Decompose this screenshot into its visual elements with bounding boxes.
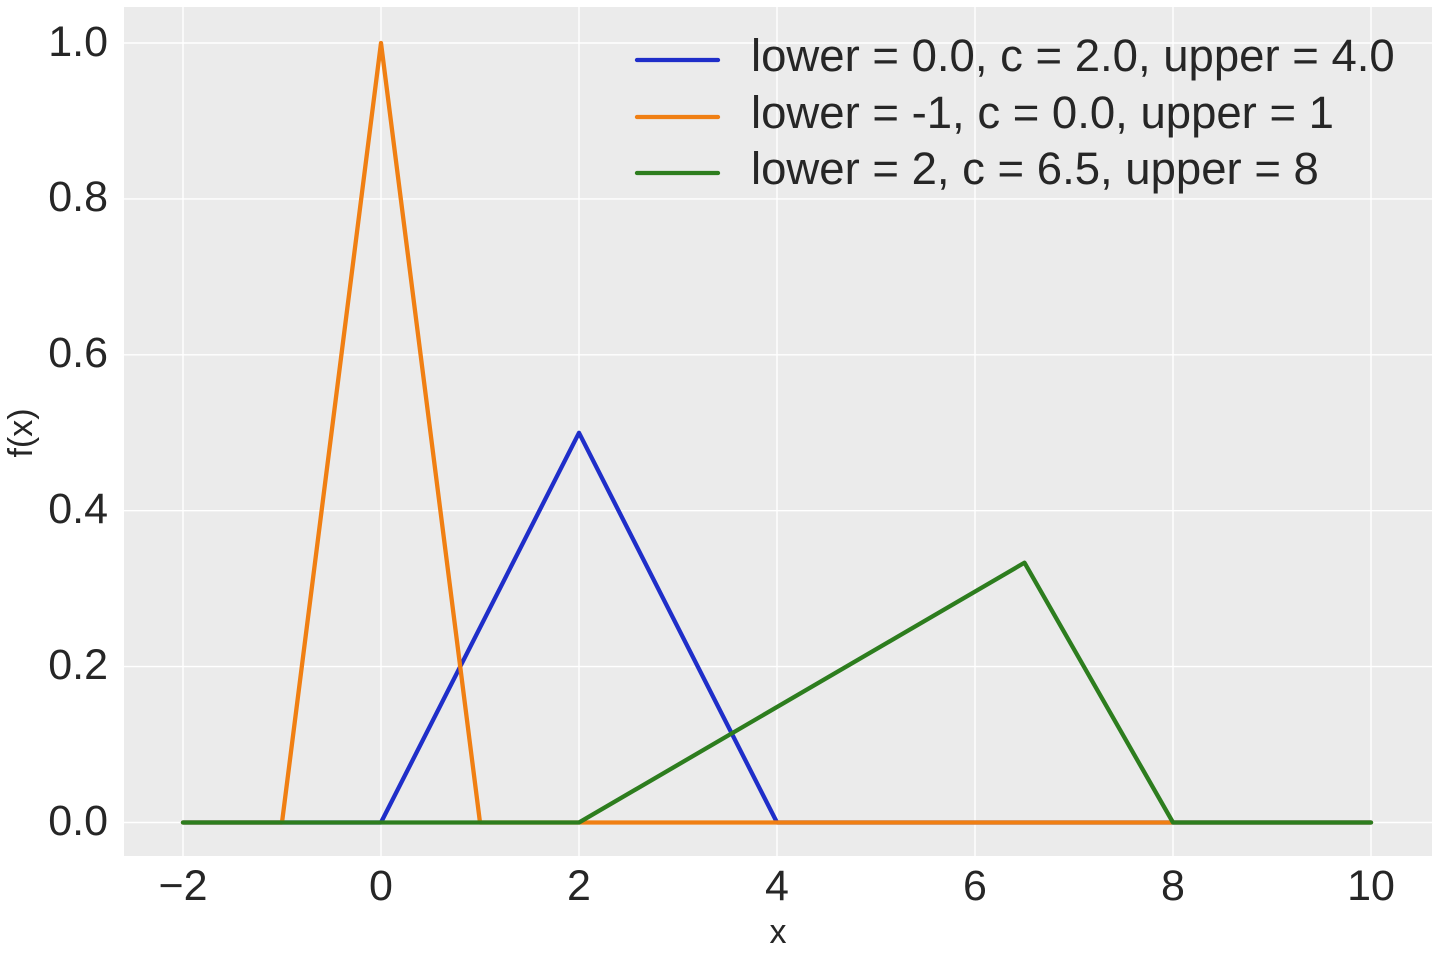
svg-text:0.8: 0.8 xyxy=(48,173,108,221)
svg-text:f(x): f(x) xyxy=(2,408,40,457)
svg-text:lower = 0.0, c = 2.0, upper =: lower = 0.0, c = 2.0, upper = 4.0 xyxy=(751,30,1395,81)
svg-text:6: 6 xyxy=(963,862,987,910)
svg-text:1.0: 1.0 xyxy=(48,18,108,66)
svg-text:lower = 2, c = 6.5, upper = 8: lower = 2, c = 6.5, upper = 8 xyxy=(751,143,1319,194)
svg-text:2: 2 xyxy=(567,862,591,910)
svg-text:4: 4 xyxy=(765,862,789,910)
svg-text:0.2: 0.2 xyxy=(48,641,108,689)
svg-text:0: 0 xyxy=(369,862,393,910)
svg-text:10: 10 xyxy=(1347,862,1395,910)
svg-text:0.0: 0.0 xyxy=(48,797,108,845)
svg-text:lower = -1, c = 0.0, upper = 1: lower = -1, c = 0.0, upper = 1 xyxy=(751,87,1334,138)
svg-text:0.4: 0.4 xyxy=(48,485,108,533)
svg-text:−2: −2 xyxy=(158,862,207,910)
svg-text:8: 8 xyxy=(1161,862,1185,910)
svg-text:x: x xyxy=(770,913,787,951)
svg-text:0.6: 0.6 xyxy=(48,329,108,377)
